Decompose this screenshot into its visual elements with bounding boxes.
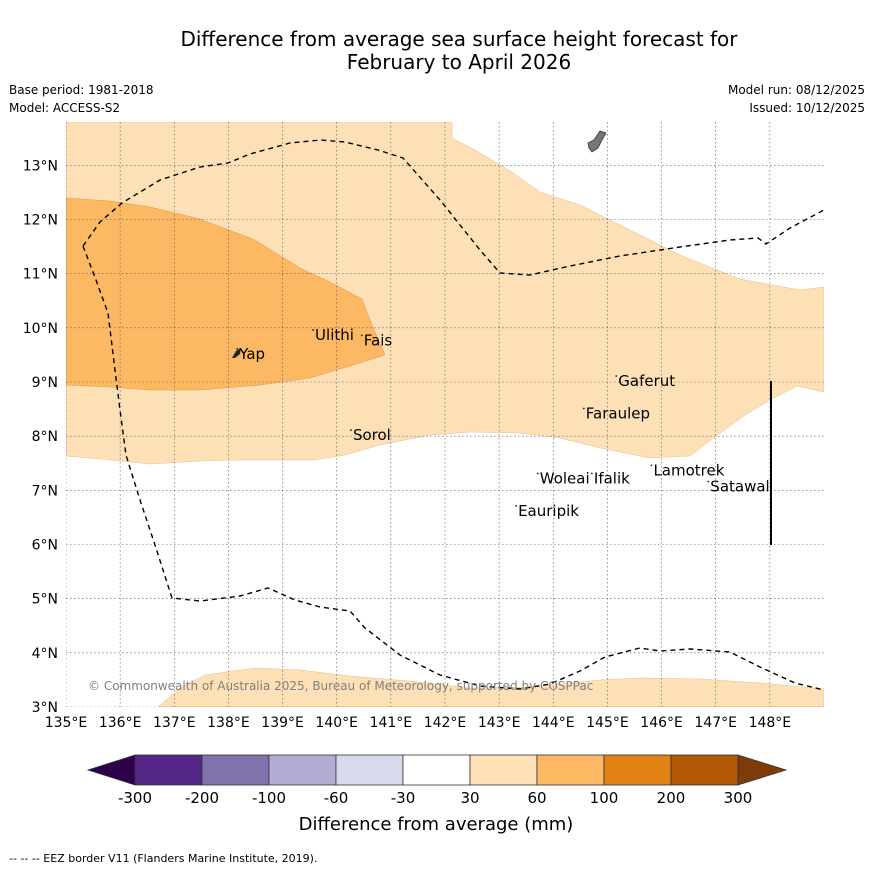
title-line-1: Difference from average sea surface heig…	[180, 27, 738, 51]
island-marker	[615, 375, 618, 377]
island-marker	[707, 480, 710, 483]
lon-tick-label: 137°E	[153, 715, 196, 731]
place-label-ulithi: Ulithi	[315, 326, 354, 344]
colorbar-tick-label: 60	[527, 789, 546, 807]
model-run: Model run: 08/12/2025	[727, 83, 865, 97]
lat-tick-label: 12°N	[23, 213, 58, 229]
base-period: Base period: 1981-2018	[9, 83, 154, 97]
colorbar-segment	[201, 754, 270, 786]
place-label-woleai: Woleai	[540, 470, 590, 488]
island-marker	[236, 348, 239, 350]
island-marker	[582, 407, 585, 410]
lon-tick-label: 145°E	[586, 715, 629, 731]
lat-tick-label: 13°N	[23, 158, 58, 174]
model-name: Model: ACCESS-S2	[9, 101, 121, 115]
colorbar-segment	[603, 754, 672, 786]
chart-title: Difference from average sea surface heig…	[0, 28, 873, 74]
lon-tick-label: 144°E	[532, 715, 575, 731]
colorbar-segment	[469, 754, 538, 786]
island-marker	[360, 334, 363, 337]
longitude-labels: 135°E 136°E 137°E 138°E 139°E 140°E 141°E 142°E…	[45, 715, 791, 731]
island-marker	[536, 472, 539, 475]
colorbar-tick-label: 200	[657, 789, 686, 807]
island-marker	[350, 429, 352, 432]
lon-tick-label: 139°E	[261, 715, 304, 731]
title-line-2: February to April 2026	[346, 50, 572, 74]
colorbar-tick-label: -100	[252, 789, 286, 807]
copyright-text: © Commonwealth of Australia 2025, Bureau…	[88, 679, 593, 693]
lat-tick-label: 8°N	[32, 429, 58, 445]
lat-tick-label: 7°N	[32, 483, 58, 499]
colorbar-tick-label: -200	[185, 789, 219, 807]
place-label-sorol: Sorol	[353, 426, 391, 444]
colorbar-tick-label: 300	[724, 789, 753, 807]
colorbar-tick-label: -60	[324, 789, 349, 807]
lon-tick-label: 140°E	[315, 715, 358, 731]
lat-tick-label: 5°N	[32, 592, 58, 608]
lon-tick-label: 141°E	[370, 715, 413, 731]
lon-tick-label: 142°E	[424, 715, 467, 731]
eez-border-north	[82, 139, 824, 276]
yap-island	[232, 348, 241, 358]
colorbar-segment	[536, 754, 605, 786]
island-marker	[515, 505, 517, 507]
island-marker	[312, 329, 314, 331]
place-label-faraulep: Faraulep	[586, 405, 650, 423]
colorbar-label: Difference from average (mm)	[299, 814, 574, 835]
place-label-eauripik: Eauripik	[518, 502, 579, 520]
island-marker	[650, 464, 653, 467]
place-label-lamotrek: Lamotrek	[653, 461, 724, 479]
issued-date: Issued: 10/12/2025	[749, 101, 865, 115]
island-marker	[590, 472, 593, 475]
place-label-satawal: Satawal	[710, 478, 769, 496]
eez-legend: -- -- -- EEZ border V11 (Flanders Marine…	[9, 852, 318, 865]
lat-tick-label: 11°N	[23, 267, 58, 283]
lat-tick-label: 6°N	[32, 538, 58, 554]
colorbar-tick-label: -300	[118, 789, 152, 807]
guam-island	[587, 130, 607, 153]
map-plot-area: Yap Ulithi Fais Gaferut Faraulep Sorol Woleai I…	[66, 122, 824, 707]
place-label-yap: Yap	[238, 345, 265, 363]
lon-tick-label: 136°E	[99, 715, 142, 731]
colorbar-segment	[335, 754, 404, 786]
eez-border-south	[82, 245, 824, 691]
meta-right: Model run: 08/12/2025 Issued: 10/12/2025	[728, 81, 865, 117]
lon-tick-label: 146°E	[640, 715, 683, 731]
colorbar-extend-low	[86, 754, 136, 786]
lon-tick-label: 135°E	[45, 715, 88, 731]
lon-tick-label: 143°E	[478, 715, 521, 731]
place-label-ifalik: Ifalik	[594, 470, 630, 488]
colorbar-segment	[134, 754, 203, 786]
colorbar-tick-label: 100	[590, 789, 619, 807]
lon-tick-label: 138°E	[207, 715, 250, 731]
colorbar-tick-label: 30	[460, 789, 479, 807]
colorbar-extend-high	[737, 754, 788, 786]
colorbar-segment	[670, 754, 739, 786]
colorbar-segment	[268, 754, 337, 786]
lat-tick-label: 9°N	[32, 375, 58, 391]
place-label-fais: Fais	[364, 331, 393, 349]
latitude-labels: 3°N 4°N 5°N 6°N 7°N 8°N 9°N 10°N 11°N 12°N 13°N	[23, 158, 58, 716]
colorbar-tick-label: -30	[391, 789, 416, 807]
meta-left: Base period: 1981-2018 Model: ACCESS-S2	[9, 81, 154, 117]
anomaly-region-60-100	[66, 197, 386, 391]
lat-tick-label: 10°N	[23, 321, 58, 337]
colorbar: -300 -200 -100 -60 -30 30 60 100 200 300	[86, 754, 788, 807]
lon-tick-label: 147°E	[694, 715, 737, 731]
colorbar-segment	[402, 754, 471, 786]
lat-tick-label: 4°N	[32, 646, 58, 662]
lat-tick-label: 3°N	[32, 700, 58, 716]
lon-tick-label: 148°E	[749, 715, 792, 731]
place-labels: Yap Ulithi Fais Gaferut Faraulep Sorol Woleai I…	[236, 326, 770, 520]
place-label-gaferut: Gaferut	[618, 372, 675, 390]
